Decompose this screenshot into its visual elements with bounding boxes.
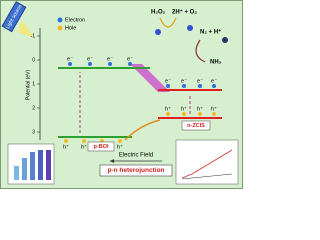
electron-dot	[198, 84, 202, 88]
inset-bar	[14, 166, 19, 180]
axis-label: Potential (eV)	[25, 70, 31, 101]
n2: N₂ + H⁺	[200, 29, 221, 36]
reduction-arrow	[195, 39, 206, 63]
electron-label: e⁻	[67, 56, 73, 62]
hole-label: h⁺	[81, 143, 87, 150]
electron-dot	[166, 84, 170, 88]
field-arrowhead	[110, 159, 114, 163]
hole-label: h⁺	[211, 105, 217, 112]
hole-label: h⁺	[117, 143, 123, 150]
junction-label: p-n heterojunction	[107, 167, 164, 174]
electron-label: e⁻	[165, 78, 171, 84]
hole-dot	[64, 139, 68, 143]
inset-bar	[30, 152, 35, 180]
electron-label: e⁻	[87, 56, 93, 62]
hole-dot	[57, 25, 63, 31]
molecule	[222, 37, 228, 43]
electron-label: e⁻	[107, 56, 113, 62]
electron-label: e⁻	[127, 56, 133, 62]
light-beam	[18, 20, 34, 38]
nh3: NH₃	[210, 60, 222, 66]
electron-dot	[212, 84, 216, 88]
inset-bar	[22, 158, 27, 180]
inset-bar	[46, 150, 51, 180]
hole-dot	[166, 112, 170, 116]
tick-label: 2	[32, 105, 35, 111]
inset-line	[181, 173, 233, 180]
o2-products: 2H⁺ + O₂	[172, 9, 197, 16]
light-box	[1, 1, 27, 33]
hole-dot	[82, 139, 86, 143]
boi-label: p-BOI	[94, 144, 109, 150]
hole-dot	[198, 112, 202, 116]
oxidation-arrow	[159, 17, 177, 28]
hole-transfer	[124, 119, 161, 141]
field-label: Electric Field	[119, 153, 153, 159]
hole-label: h⁺	[63, 143, 69, 150]
electron-dot	[88, 62, 92, 66]
hole-label: h⁺	[197, 105, 203, 112]
electron-dot	[182, 84, 186, 88]
hole-dot	[212, 112, 216, 116]
electron-dot	[57, 17, 63, 23]
tick-label: -1	[31, 33, 36, 39]
electron-label: e⁻	[197, 78, 203, 84]
inset-bars	[14, 150, 51, 180]
molecule	[187, 25, 193, 31]
junction-box	[99, 164, 173, 177]
electron-dot	[68, 62, 72, 66]
hole-dot	[118, 139, 122, 143]
electron-dot	[128, 62, 132, 66]
boi-box	[87, 141, 115, 152]
junction-band	[130, 64, 170, 92]
inset-line	[181, 149, 233, 179]
tick-label: 3	[32, 129, 35, 135]
zcis-box	[181, 120, 211, 131]
zcis-label: n-ZCIS	[187, 123, 205, 129]
legend-hole: Hole	[65, 25, 76, 31]
electron-label: e⁻	[181, 78, 187, 84]
inset-line-chart	[175, 139, 239, 185]
legend-electron: Electron	[65, 17, 85, 23]
h2o2: H₂O₂	[151, 10, 166, 16]
electron-dot	[108, 62, 112, 66]
tick-label: 0	[32, 57, 35, 63]
hole-label: h⁺	[181, 105, 187, 112]
inset-bar	[38, 150, 43, 180]
tick-label: 1	[32, 81, 35, 87]
molecule	[155, 29, 161, 35]
electron-label: e⁻	[211, 78, 217, 84]
hole-label: h⁺	[165, 105, 171, 112]
hole-dot	[182, 112, 186, 116]
